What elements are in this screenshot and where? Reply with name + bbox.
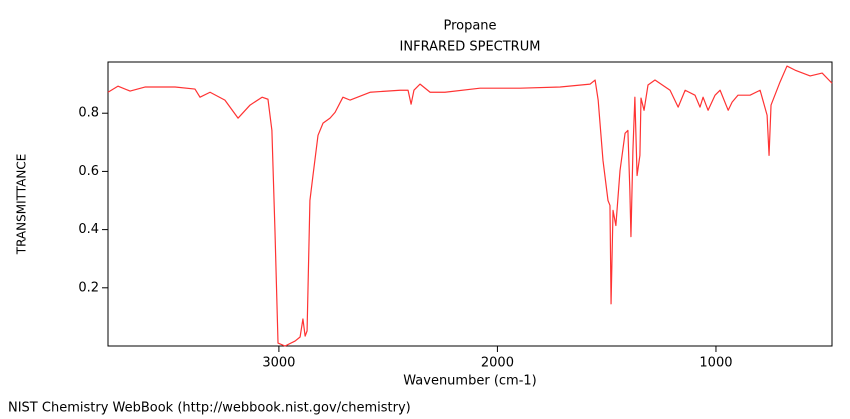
x-tick-label: 3000 xyxy=(262,356,295,371)
spectrum-line xyxy=(107,65,833,347)
y-tick-label: 0.6 xyxy=(78,164,99,179)
x-tick-label: 1000 xyxy=(699,356,732,371)
y-tick-label: 0.8 xyxy=(78,106,99,121)
y-axis-label: TRANSMITTANCE xyxy=(15,154,29,256)
chart-subtitle: INFRARED SPECTRUM xyxy=(400,40,541,55)
chart-title: Propane xyxy=(443,19,496,34)
y-tick-label: 0.2 xyxy=(78,280,99,295)
x-tick-label: 2000 xyxy=(481,356,514,371)
plot-frame xyxy=(107,61,833,347)
x-axis-label: Wavenumber (cm-1) xyxy=(403,374,536,389)
y-tick-label: 0.4 xyxy=(78,222,99,237)
source-note: NIST Chemistry WebBook (http://webbook.n… xyxy=(8,401,411,416)
